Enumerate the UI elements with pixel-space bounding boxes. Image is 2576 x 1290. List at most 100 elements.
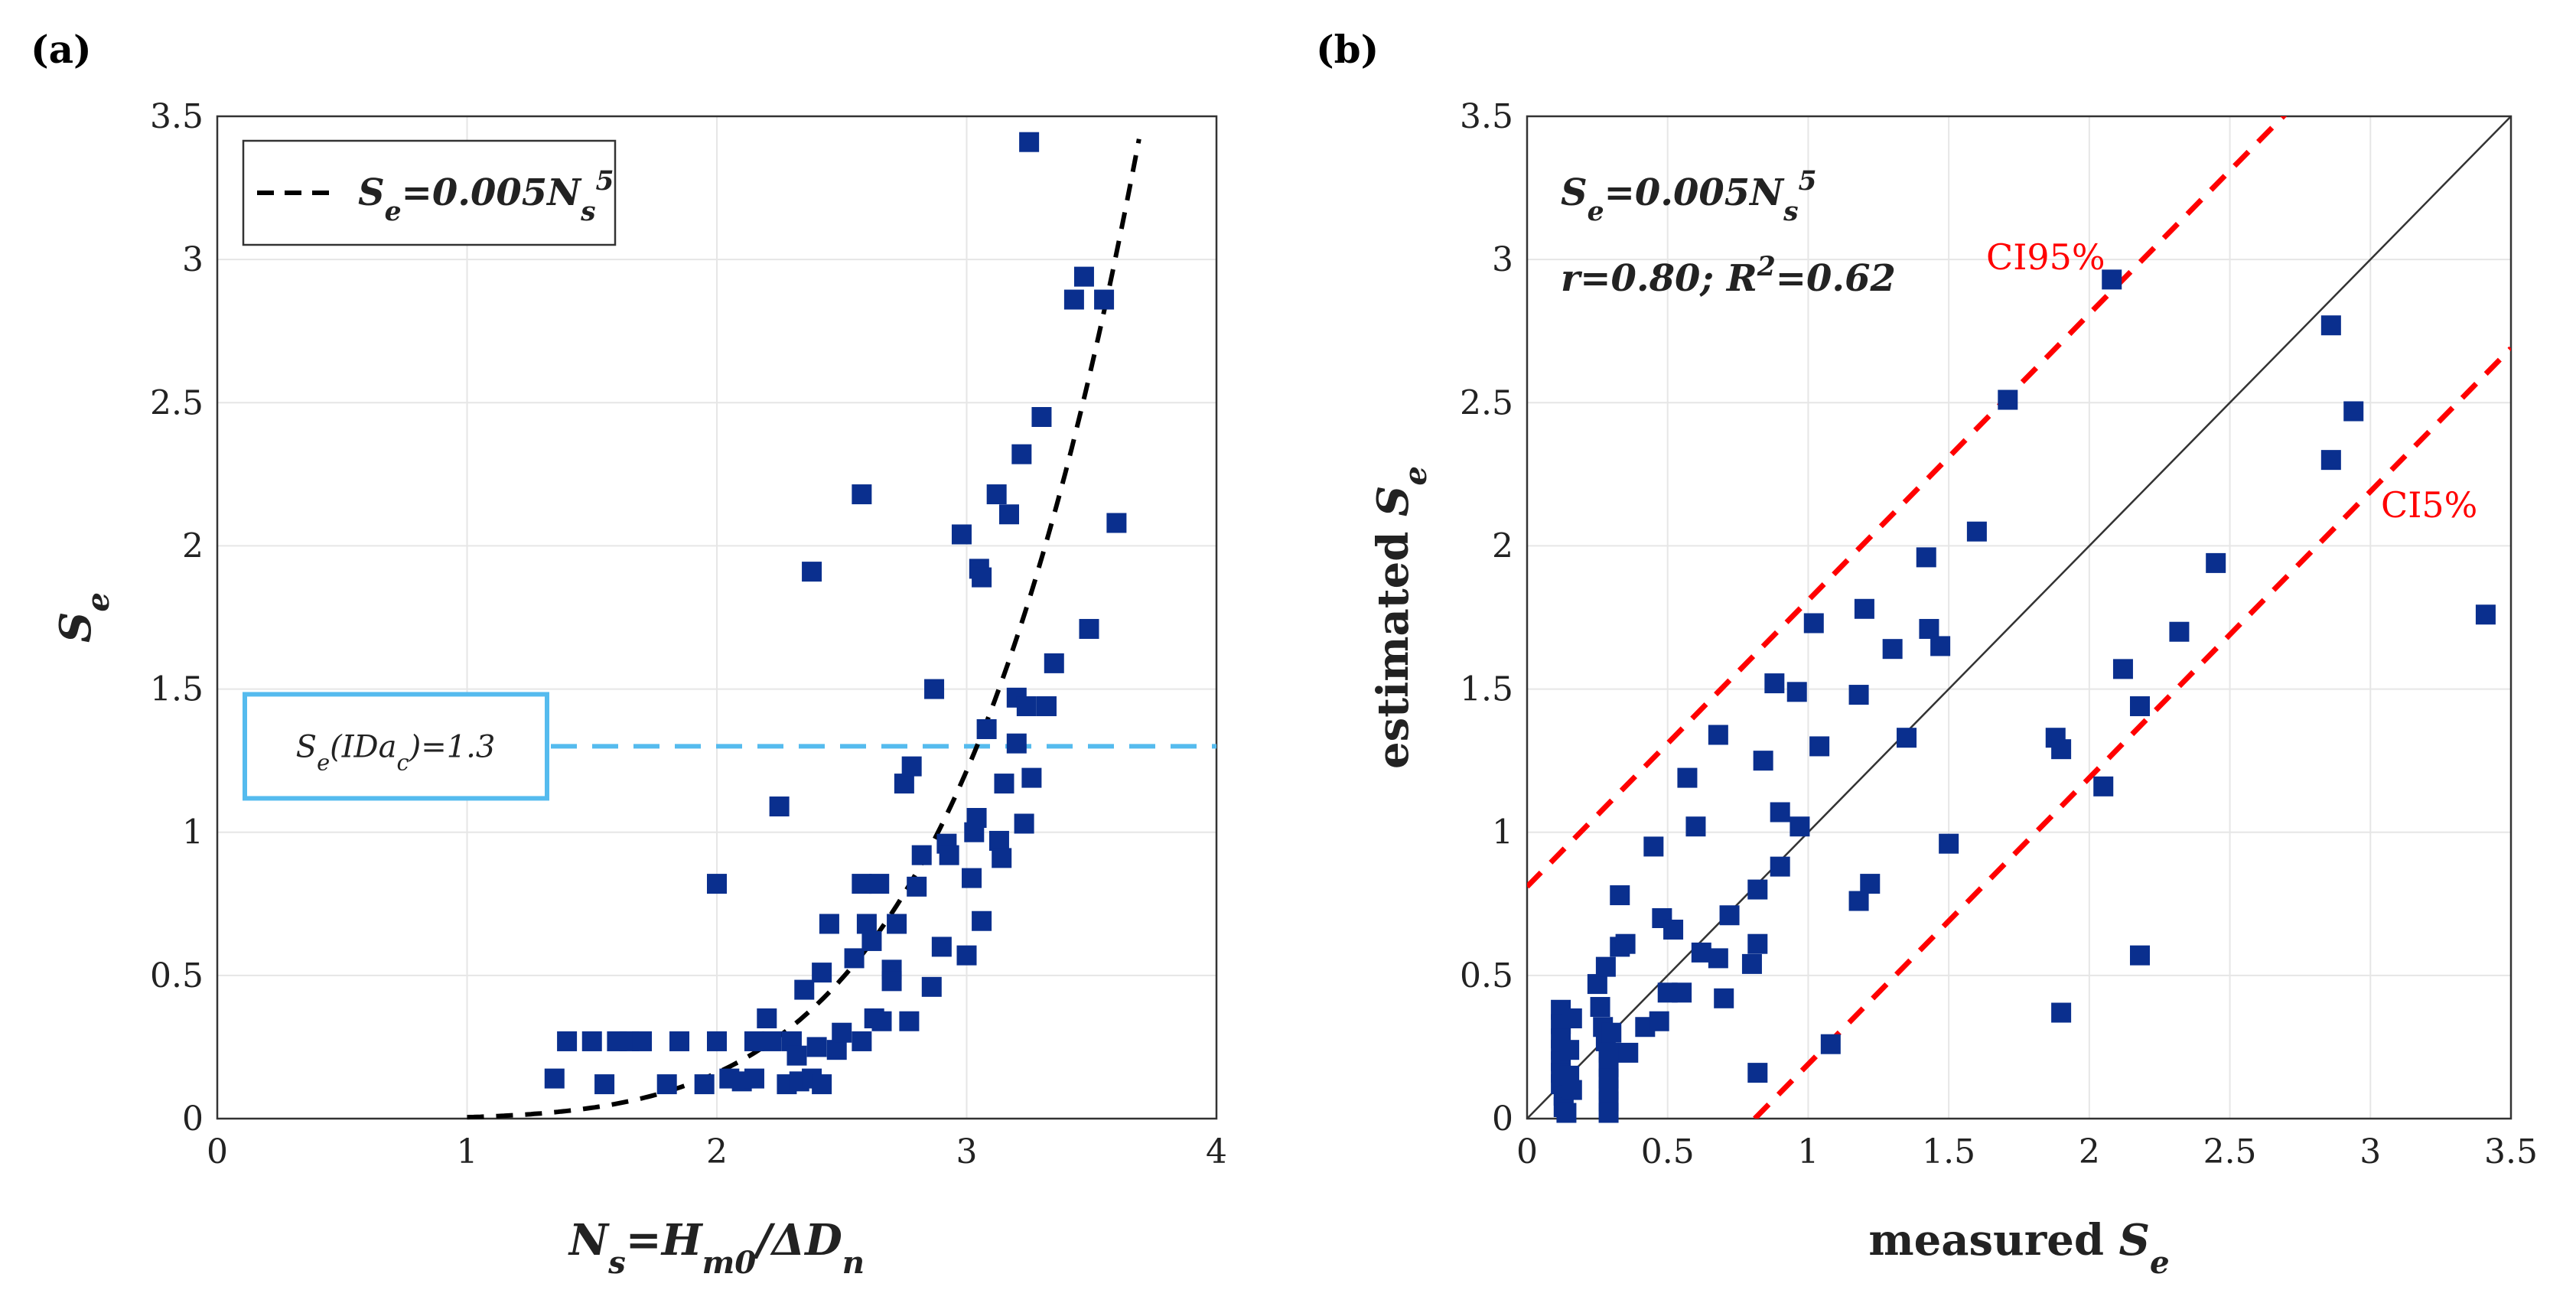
- data-point: [962, 868, 982, 888]
- panel-b-markers: [1551, 269, 2496, 1123]
- data-point: [1939, 833, 1959, 854]
- data-point: [1016, 696, 1037, 717]
- data-point: [999, 504, 1020, 525]
- data-point: [632, 1031, 653, 1051]
- x-tick-label: 0.5: [1641, 1132, 1695, 1171]
- ci5-label: CI5%: [2381, 484, 2477, 526]
- data-point: [856, 914, 877, 934]
- data-point: [1021, 767, 1042, 788]
- data-point: [2343, 401, 2364, 422]
- data-point: [1786, 682, 1807, 702]
- data-point: [1719, 905, 1740, 926]
- data-point: [1672, 982, 1692, 1003]
- x-tick-label: 2: [2079, 1132, 2100, 1171]
- data-point: [707, 874, 727, 894]
- y-tick-label: 3: [1492, 240, 1513, 279]
- data-point: [669, 1031, 690, 1051]
- data-point: [2169, 621, 2190, 642]
- y-tick-label: 3.5: [1460, 97, 1513, 136]
- data-point: [1663, 919, 1684, 940]
- panel-a-plot-frame: [216, 115, 1218, 1120]
- y-axis-title: Se: [50, 592, 116, 643]
- y-tick-label: 0.5: [1460, 956, 1513, 995]
- data-point: [1618, 1042, 1639, 1063]
- data-point: [1031, 407, 1052, 427]
- y-tick-label: 0: [182, 1099, 204, 1139]
- threshold-label-box: [243, 692, 549, 801]
- panel-b-lines-clipped: [1527, 116, 2511, 1119]
- data-point: [1615, 933, 1636, 954]
- data-point: [812, 1074, 832, 1095]
- data-point: [1764, 673, 1785, 694]
- data-point: [1562, 1080, 1582, 1100]
- panel-a-legend: Se=0.005Ns5: [242, 139, 617, 246]
- data-point: [802, 562, 822, 582]
- data-point: [869, 874, 890, 894]
- panel-b-plot-frame: [1526, 115, 2512, 1120]
- data-point: [1643, 836, 1664, 857]
- y-tick-label: 0.5: [150, 956, 204, 995]
- data-point: [744, 1031, 764, 1051]
- data-point: [656, 1074, 677, 1095]
- data-point: [1770, 802, 1790, 823]
- data-point: [899, 1011, 920, 1031]
- x-tick-label: 3: [2359, 1132, 2381, 1171]
- data-point: [826, 1040, 847, 1060]
- legend-box: [242, 139, 617, 246]
- y-tick-label: 1: [182, 813, 204, 852]
- data-point: [852, 874, 872, 894]
- data-point: [594, 1074, 615, 1095]
- data-point: [707, 1031, 727, 1051]
- data-point: [1601, 1022, 1622, 1043]
- data-point: [1691, 942, 1711, 963]
- panel-b-reference-lines: [1527, 116, 2511, 1119]
- panel-b: (b) 0 0.5 1 1.5 2 2.5 3 3.5 0 0.5 1 1.5 2 2.5 3 3.5 Se=…: [1316, 27, 2538, 1281]
- x-tick-label: 3.5: [2484, 1132, 2538, 1171]
- x-tick-label: 1: [457, 1132, 478, 1171]
- fit-curve-group: [467, 138, 1141, 1120]
- data-point: [1649, 1011, 1669, 1031]
- data-point: [1747, 1063, 1768, 1083]
- data-point: [1820, 1034, 1841, 1054]
- data-point: [2129, 945, 2150, 966]
- fit-curve: [467, 138, 1141, 1120]
- data-point: [1708, 948, 1728, 969]
- data-point: [1790, 816, 1810, 837]
- data-point: [1106, 513, 1127, 533]
- data-point: [757, 1008, 777, 1028]
- data-point: [786, 1045, 807, 1066]
- data-point: [1803, 613, 1824, 634]
- y-tick-label: 3.5: [150, 97, 204, 136]
- panel-a-ticks: 0 1 2 3 4 0 0.5 1 1.5 2 2.5 3 3.5: [150, 97, 1227, 1171]
- data-point: [1677, 767, 1698, 788]
- panel-b-label: (b): [1316, 27, 1379, 72]
- x-tick-label: 3: [956, 1132, 978, 1171]
- y-tick-label: 0: [1492, 1099, 1513, 1139]
- data-point: [1998, 389, 2018, 410]
- data-point: [1598, 1103, 1619, 1123]
- y-tick-label: 1.5: [150, 670, 204, 709]
- data-point: [1685, 816, 1706, 837]
- data-point: [806, 1037, 827, 1057]
- data-point: [2206, 552, 2226, 573]
- data-point: [694, 1074, 715, 1095]
- data-point: [871, 1011, 892, 1031]
- data-point: [1044, 653, 1064, 673]
- data-point: [861, 930, 882, 951]
- data-point: [1860, 874, 1881, 894]
- x-tick-label: 4: [1206, 1132, 1227, 1171]
- data-point: [832, 1022, 852, 1043]
- data-point: [887, 914, 907, 934]
- data-point: [1006, 733, 1027, 754]
- data-point: [972, 910, 992, 931]
- data-point: [1747, 933, 1768, 954]
- data-point: [844, 948, 865, 969]
- data-point: [994, 774, 1014, 794]
- data-point: [2051, 1002, 2072, 1023]
- data-point: [2320, 315, 2341, 336]
- data-point: [1741, 953, 1762, 974]
- ci5-line: [1753, 346, 2511, 1119]
- data-point: [761, 1031, 782, 1051]
- data-point: [881, 971, 902, 992]
- data-point: [744, 1068, 764, 1089]
